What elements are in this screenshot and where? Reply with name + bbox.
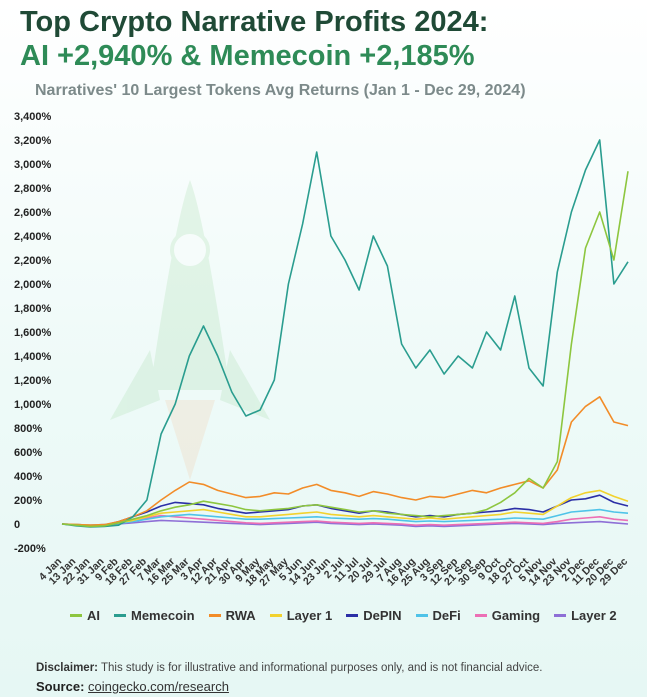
legend-item-memecoin: Memecoin: [114, 608, 195, 623]
legend-label: Layer 2: [571, 608, 617, 623]
y-tick-label: 2,600%: [14, 207, 52, 219]
legend-label: DePIN: [363, 608, 402, 623]
series-line-memecoin: [61, 139, 629, 528]
legend-swatch: [269, 614, 282, 617]
legend-swatch: [208, 614, 221, 617]
y-tick-label: 1,600%: [14, 327, 52, 339]
y-tick-label: 2,800%: [14, 183, 52, 195]
disclaimer-label: Disclaimer:: [36, 662, 99, 674]
y-tick-label: 3,000%: [14, 159, 52, 171]
y-tick-label: 200%: [14, 495, 42, 507]
legend-item-layer-1: Layer 1: [269, 608, 333, 623]
y-tick-label: 1,800%: [14, 303, 52, 315]
y-tick-label: 1,000%: [14, 399, 52, 411]
chart-title: Top Crypto Narrative Profits 2024:: [20, 6, 489, 38]
y-tick-label: 400%: [14, 471, 42, 483]
legend-swatch: [346, 614, 359, 617]
series-line-layer-1: [61, 489, 629, 527]
y-tick-label: 1,400%: [14, 351, 52, 363]
source-label: Source:: [36, 679, 85, 694]
line-chart: -200% 0 200% 400% 600% 800% 1,000% 1,200% 1,400%…: [14, 111, 631, 589]
legend-label: DeFi: [432, 608, 461, 623]
y-axis: -200% 0 200% 400% 600% 800% 1,000% 1,200% 1,400%…: [14, 111, 52, 555]
legend-item-depin: DePIN: [346, 608, 402, 623]
source: Source: coingecko.com/research: [36, 679, 229, 694]
legend-label: Layer 1: [286, 608, 333, 623]
y-tick-label: 3,400%: [14, 111, 52, 123]
legend-swatch: [415, 614, 428, 617]
y-tick-label: 2,400%: [14, 231, 52, 243]
disclaimer: Disclaimer: This study is for illustrati…: [36, 662, 542, 674]
legend-swatch: [554, 614, 567, 617]
legend-item-defi: DeFi: [415, 608, 461, 623]
y-tick-label: 800%: [14, 423, 42, 435]
series-line-defi: [61, 508, 629, 527]
legend-item-rwa: RWA: [208, 608, 256, 623]
series-line-rwa: [61, 395, 629, 527]
y-tick-label: 0: [14, 519, 20, 531]
disclaimer-text: This study is for illustrative and infor…: [98, 662, 543, 674]
series-lines: [61, 139, 629, 528]
rocket-illustration: [110, 180, 270, 480]
y-tick-label: 1,200%: [14, 375, 52, 387]
legend-swatch: [114, 614, 126, 617]
legend-item-ai: AI: [70, 608, 100, 623]
y-tick-label: -200%: [14, 543, 46, 555]
legend-item-layer-2: Layer 2: [554, 608, 617, 623]
legend-label: Memecoin: [131, 608, 195, 623]
chart-legend: AI Memecoin RWA Layer 1 DePIN DeFi Gaming Layer…: [70, 608, 617, 623]
legend-item-gaming: Gaming: [474, 608, 541, 623]
series-line-gaming: [61, 514, 629, 527]
legend-swatch: [474, 614, 487, 617]
series-line-depin: [61, 494, 629, 527]
y-tick-label: 2,000%: [14, 279, 52, 291]
y-tick-label: 3,200%: [14, 135, 52, 147]
legend-swatch: [70, 614, 82, 617]
source-link[interactable]: coingecko.com/research: [88, 679, 229, 694]
chart-area: -200% 0 200% 400% 600% 800% 1,000% 1,200% 1,400%…: [0, 100, 647, 600]
y-tick-label: 600%: [14, 447, 42, 459]
chart-title-highlight: AI +2,940% & Memecoin +2,185%: [20, 40, 475, 72]
series-line-layer-2: [61, 519, 629, 528]
y-tick-label: 2,200%: [14, 255, 52, 267]
legend-label: Gaming: [491, 608, 541, 623]
series-line-ai: [61, 171, 629, 528]
legend-label: RWA: [225, 608, 256, 623]
legend-label: AI: [87, 608, 100, 623]
chart-subtitle: Narratives' 10 Largest Tokens Avg Return…: [35, 82, 526, 99]
